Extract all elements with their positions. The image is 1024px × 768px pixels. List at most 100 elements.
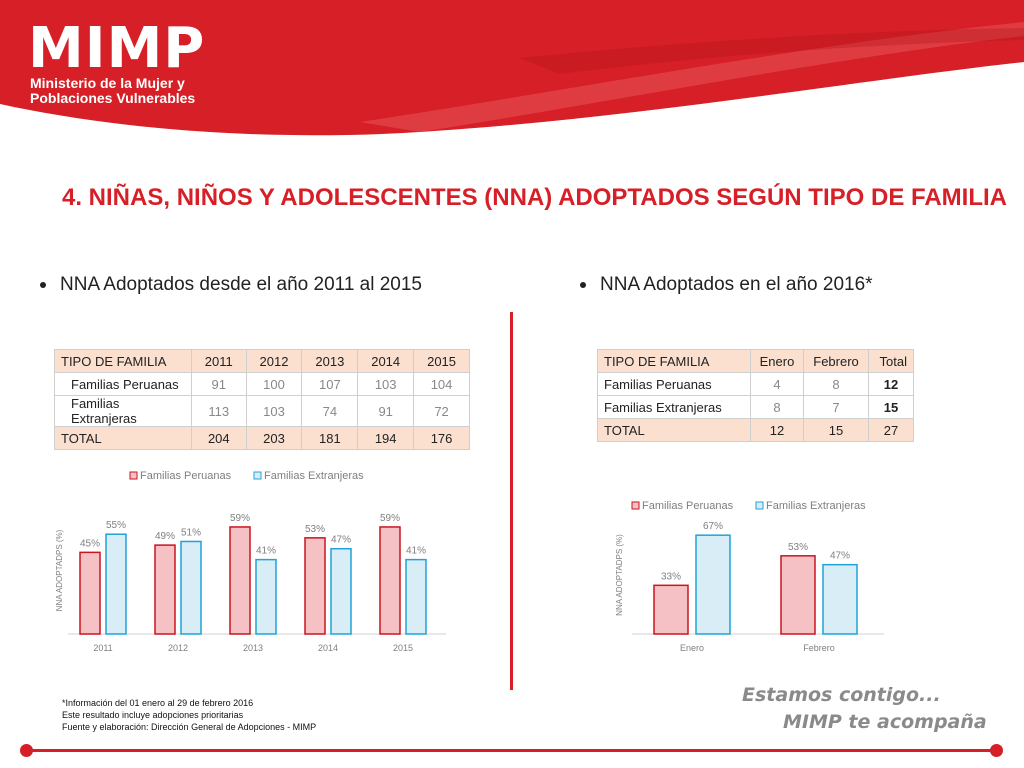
data-label: 41% (406, 546, 426, 557)
data-label: 55% (106, 520, 126, 531)
y-axis-label: NNA ADOPTADPS (%) (55, 529, 64, 611)
cell: 74 (301, 395, 359, 427)
cell: 100 (245, 372, 303, 396)
table-row: Familias Extranjeras 113 103 74 91 72 (54, 395, 470, 427)
table-row: Familias Peruanas 91 100 107 103 104 (54, 372, 470, 396)
cell: 12 (868, 372, 914, 396)
cell: 72 (413, 395, 470, 427)
row-label: TOTAL (597, 418, 751, 442)
cell: 91 (191, 372, 247, 396)
header-cell: 2012 (245, 349, 303, 373)
row-label: Familias Extranjeras (54, 395, 192, 427)
logo-line-2: Poblaciones Vulnerables (30, 90, 196, 106)
x-tick-label: Enero (680, 643, 704, 653)
legend-label: Familias Extranjeras (264, 470, 364, 482)
bar (405, 558, 427, 635)
footnote-line-1: *Información del 01 enero al 29 de febre… (62, 698, 254, 708)
cell: 15 (868, 395, 914, 419)
data-label: 33% (661, 571, 681, 582)
bar (255, 558, 277, 635)
data-label: 59% (230, 513, 250, 524)
data-label: 45% (80, 538, 100, 549)
header-cell: Total (868, 349, 914, 373)
bar (780, 555, 816, 635)
slogan-line-2: MIMP te acompaña (783, 711, 987, 733)
header-cell: TIPO DE FAMILIA (597, 349, 751, 373)
data-label: 53% (305, 524, 325, 535)
footer-line (26, 749, 998, 752)
header-cell: 2011 (191, 349, 247, 373)
bar (695, 534, 731, 635)
header-banner (0, 0, 1024, 136)
bullet-dot (40, 281, 46, 288)
table-header-row: TIPO DE FAMILIA 2011 2012 2013 2014 2015 (54, 349, 470, 373)
cell: 194 (357, 426, 415, 450)
table-2011-2015: TIPO DE FAMILIA 2011 2012 2013 2014 2015… (54, 349, 470, 450)
legend-swatch (129, 471, 138, 480)
bar (180, 540, 202, 635)
x-tick-label: 2015 (393, 643, 413, 653)
legend-swatch (253, 471, 262, 480)
logo-wordmark: MIMP (28, 16, 206, 81)
left-bullet: NNA Adoptados desde el año 2011 al 2015 (40, 274, 422, 296)
chart-2016: Familias Peruanas Familias Extranjeras NNA… (615, 500, 884, 653)
cell: 103 (357, 372, 415, 396)
footer-dot-left (20, 744, 33, 757)
chart-2011-2015: Familias Peruanas Familias Extranjeras NNA… (55, 470, 446, 653)
row-label: Familias Extranjeras (597, 395, 751, 419)
table-header-row: TIPO DE FAMILIA Enero Febrero Total (597, 349, 914, 373)
header-cell: 2013 (301, 349, 359, 373)
cell: 91 (357, 395, 415, 427)
cell: 103 (245, 395, 303, 427)
table-row: Familias Extranjeras 8 7 15 (597, 395, 914, 419)
left-bullet-text: NNA Adoptados desde el año 2011 al 2015 (60, 274, 422, 295)
header-cell: TIPO DE FAMILIA (54, 349, 192, 373)
cell: 4 (750, 372, 804, 396)
cell: 7 (802, 395, 870, 419)
data-label: 47% (830, 551, 850, 562)
cell: 104 (413, 372, 470, 396)
footnote: *Información del 01 enero al 29 de febre… (62, 697, 316, 733)
table-total-row: TOTAL 204 203 181 194 176 (54, 426, 470, 450)
right-bullet-text: NNA Adoptados en el año 2016* (600, 274, 873, 295)
table-total-row: TOTAL 12 15 27 (597, 418, 914, 442)
cell: 204 (191, 426, 247, 450)
cell: 107 (301, 372, 359, 396)
cell: 12 (750, 418, 804, 442)
header-cell: Enero (750, 349, 804, 373)
vertical-divider (510, 312, 513, 690)
header-cell: Febrero (802, 349, 870, 373)
x-tick-label: 2011 (93, 643, 112, 653)
footnote-line-2: Este resultado incluye adopciones priori… (62, 710, 244, 720)
footnote-line-3: Fuente y elaboración: Dirección General … (62, 722, 317, 732)
legend-label: Familias Peruanas (140, 470, 232, 482)
legend-swatch (755, 501, 764, 510)
bullet-dot (580, 281, 586, 288)
bar (330, 547, 352, 635)
data-label: 51% (181, 527, 201, 538)
bar (79, 551, 101, 635)
data-label: 67% (703, 521, 723, 532)
data-label: 49% (155, 531, 175, 542)
cell: 203 (245, 426, 303, 450)
header-cell: 2014 (357, 349, 415, 373)
x-tick-label: Febrero (803, 643, 835, 653)
x-tick-label: 2014 (318, 643, 338, 653)
bar (304, 537, 326, 635)
table-row: Familias Peruanas 4 8 12 (597, 372, 914, 396)
row-label: Familias Peruanas (54, 372, 192, 396)
right-bullet: NNA Adoptados en el año 2016* (580, 274, 873, 296)
table-2016: TIPO DE FAMILIA Enero Febrero Total Fami… (597, 349, 914, 442)
bar (822, 563, 858, 635)
data-label: 59% (380, 513, 400, 524)
data-label: 53% (788, 542, 808, 553)
legend-label: Familias Extranjeras (766, 500, 866, 512)
cell: 8 (750, 395, 804, 419)
data-label: 47% (331, 535, 351, 546)
cell: 113 (191, 395, 247, 427)
row-label: TOTAL (54, 426, 192, 450)
bar (154, 544, 176, 635)
cell: 27 (868, 418, 914, 442)
x-tick-label: 2012 (168, 643, 188, 653)
cell: 176 (413, 426, 470, 450)
